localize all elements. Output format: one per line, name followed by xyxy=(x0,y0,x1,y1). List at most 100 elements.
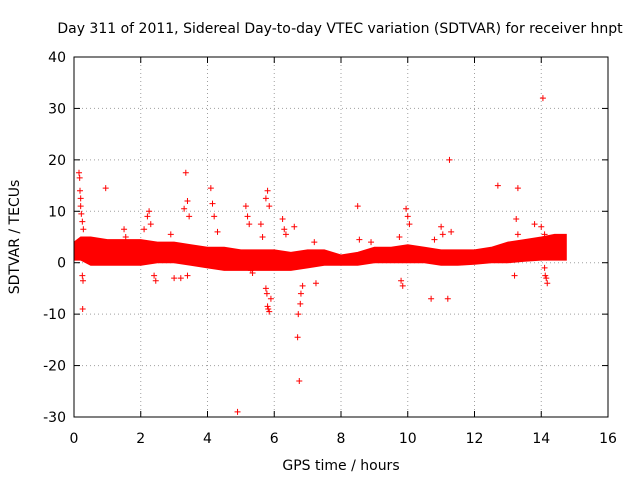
data-point xyxy=(368,239,375,246)
data-point xyxy=(102,185,109,192)
data-point xyxy=(167,231,174,238)
data-point xyxy=(267,295,274,302)
data-point xyxy=(184,198,191,204)
data-point xyxy=(448,228,455,235)
data-points xyxy=(76,95,551,415)
y-tick-label: -20 xyxy=(43,359,66,375)
x-axis-label: GPS time / hours xyxy=(282,458,399,474)
data-point xyxy=(431,236,438,243)
y-tick-label: 30 xyxy=(48,101,66,117)
data-point xyxy=(122,234,129,240)
data-point xyxy=(242,203,249,210)
chart-title: Day 311 of 2011, Sidereal Day-to-day VTE… xyxy=(57,21,623,37)
data-point xyxy=(266,203,273,210)
data-point xyxy=(403,205,410,212)
x-tick-label: 16 xyxy=(599,431,617,447)
data-point xyxy=(311,239,318,246)
data-point xyxy=(513,216,520,222)
data-point xyxy=(354,203,361,210)
data-point xyxy=(294,334,301,341)
data-point xyxy=(181,205,188,212)
data-point xyxy=(144,213,151,220)
y-tick-label: 10 xyxy=(48,204,66,220)
data-point xyxy=(542,272,549,279)
data-point xyxy=(297,300,304,307)
axis-ticks xyxy=(73,56,609,418)
data-point xyxy=(141,226,148,233)
y-tick-label: 40 xyxy=(48,50,66,66)
data-point xyxy=(79,218,86,225)
data-point xyxy=(121,226,128,233)
data-point xyxy=(428,295,435,302)
data-point xyxy=(244,213,251,220)
data-point xyxy=(543,275,550,282)
data-point xyxy=(80,226,87,233)
data-point xyxy=(541,264,548,271)
data-point xyxy=(214,228,221,235)
data-point xyxy=(539,95,546,102)
data-point xyxy=(279,216,286,222)
data-point xyxy=(184,272,191,279)
data-point xyxy=(259,234,266,240)
data-point xyxy=(79,272,86,279)
data-point xyxy=(446,156,453,163)
data-point xyxy=(296,378,303,384)
x-tick-label: 0 xyxy=(70,431,79,447)
data-point xyxy=(171,275,178,282)
data-point xyxy=(207,185,214,192)
data-point xyxy=(77,187,84,194)
data-point xyxy=(182,169,189,176)
data-point xyxy=(299,282,306,289)
data-point xyxy=(147,221,154,228)
data-point xyxy=(249,270,256,276)
data-point xyxy=(76,174,83,181)
grid-lines xyxy=(74,57,608,417)
data-band xyxy=(73,233,567,271)
data-point xyxy=(282,231,289,238)
data-point xyxy=(439,231,446,238)
x-tick-labels: 0 2 4 6 8 10 12 14 16 xyxy=(70,431,617,447)
data-point xyxy=(297,290,304,297)
x-tick-label: 14 xyxy=(532,431,550,447)
data-point xyxy=(234,408,241,415)
y-tick-label: -30 xyxy=(43,410,66,426)
x-tick-label: 10 xyxy=(399,431,417,447)
data-band-area xyxy=(73,233,567,271)
data-point xyxy=(264,303,271,310)
data-point xyxy=(295,311,302,318)
x-tick-label: 8 xyxy=(337,431,346,447)
data-point xyxy=(246,221,253,228)
y-axis-label: SDTVAR / TECUs xyxy=(7,180,23,295)
data-point xyxy=(541,231,548,238)
y-tick-labels: -30 -20 -10 0 10 20 30 40 xyxy=(43,50,66,426)
data-point xyxy=(77,203,84,210)
data-point xyxy=(531,221,538,228)
data-point xyxy=(257,221,264,228)
data-point xyxy=(511,272,518,279)
data-point xyxy=(152,277,159,284)
data-point xyxy=(76,169,83,176)
data-point xyxy=(264,187,271,194)
data-point xyxy=(398,277,405,284)
data-point xyxy=(438,223,445,230)
data-point xyxy=(79,306,86,312)
data-point xyxy=(266,308,273,315)
data-point xyxy=(146,208,153,215)
data-point xyxy=(177,275,184,282)
data-point xyxy=(494,182,501,189)
data-point xyxy=(77,195,84,202)
data-point xyxy=(396,234,403,240)
data-point xyxy=(262,285,269,292)
data-point xyxy=(514,185,521,192)
data-point xyxy=(262,195,269,202)
data-point xyxy=(151,272,158,279)
y-tick-label: -10 xyxy=(43,307,66,323)
data-point xyxy=(281,226,288,233)
y-tick-label: 0 xyxy=(57,256,66,272)
x-tick-label: 6 xyxy=(270,431,279,447)
data-point xyxy=(406,221,413,228)
data-point xyxy=(265,306,272,312)
data-point xyxy=(80,277,87,284)
data-point xyxy=(444,295,451,302)
